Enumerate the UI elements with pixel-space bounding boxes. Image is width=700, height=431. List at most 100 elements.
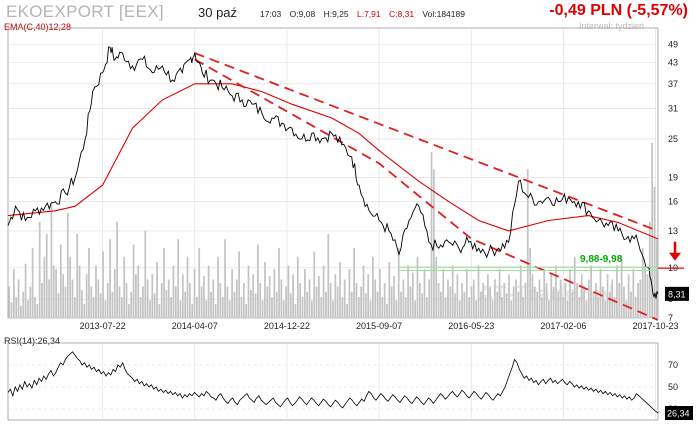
volume-bar [181, 274, 184, 318]
volume-bar [536, 291, 539, 318]
volume-bar [423, 269, 426, 318]
volume-bar [620, 256, 623, 318]
volume-bar [613, 297, 616, 318]
volume-bar [120, 297, 123, 318]
grid-layer: 781013161925313743492013-07-222014-04-07… [7, 27, 679, 421]
volume-bar [606, 274, 609, 318]
volume-bar [186, 256, 189, 318]
volume-bar [555, 265, 557, 318]
volume-bar [447, 279, 449, 318]
interval-label: Interwał: tydzień [578, 21, 644, 31]
volume-bar [282, 300, 285, 318]
volume-bar [78, 265, 81, 318]
volume-bar [409, 286, 412, 318]
volume-bar [167, 279, 170, 318]
volume-bar [632, 269, 635, 318]
volume-bar [92, 297, 95, 318]
volume-bar [350, 291, 353, 318]
volume-bar [221, 297, 224, 318]
volume-bar [257, 244, 259, 318]
ema-legend-label: EMA(C,40)12,28 [4, 22, 72, 32]
volume-bar [540, 297, 543, 318]
volume-bar [278, 248, 280, 318]
volume-bar [99, 293, 102, 318]
volume-bar [294, 304, 297, 318]
volume-bar [404, 297, 407, 318]
rsi-legend-label: RSI(14):26,34 [4, 336, 61, 346]
volume-bar [491, 300, 494, 318]
volume-bar [341, 297, 344, 318]
volume-bar [634, 297, 637, 318]
volume-bar [130, 291, 133, 318]
volume-bar [585, 300, 588, 318]
volume-bar [271, 297, 273, 318]
volume-bar [69, 256, 72, 318]
volume-bar [428, 279, 431, 318]
volume-bar [45, 234, 48, 318]
volume-bar [240, 297, 243, 318]
volume-bar [205, 300, 208, 318]
volume-bar [174, 286, 177, 318]
volume-bar [526, 169, 529, 318]
volume-bar [273, 269, 276, 318]
volume-bar [184, 291, 187, 318]
volume-bar [214, 304, 217, 318]
volume-bar [336, 286, 339, 318]
volume-bar [472, 279, 475, 318]
volume-bar [153, 293, 156, 318]
volume-bar [637, 283, 639, 318]
rsi-y-tick-label: 50 [668, 382, 678, 392]
volume-bar [531, 274, 534, 318]
resistance-trendline [194, 52, 659, 232]
price-y-tick-label: 37 [668, 79, 678, 89]
volume-bar [160, 283, 163, 318]
volume-bar [318, 276, 320, 318]
volume-bar [627, 274, 630, 318]
rsi-current-box [665, 406, 693, 421]
down-arrow-icon [669, 252, 681, 261]
volume-bar [386, 304, 388, 318]
volume-bar [280, 279, 283, 318]
volume-bar [623, 286, 625, 318]
volume-bar [425, 297, 428, 318]
volume-bar [193, 269, 196, 318]
volume-bar [125, 283, 128, 318]
volume-bar [411, 272, 414, 318]
volume-bar [494, 279, 496, 318]
volume-bar [172, 265, 175, 318]
volume-bar [228, 300, 231, 318]
volume-bar [503, 283, 506, 318]
volume-bar [252, 274, 255, 318]
volume-bar [20, 305, 22, 318]
volume-bar [545, 283, 548, 318]
volume-bar [71, 279, 74, 318]
rsi-layer: 30507026,34 [7, 351, 693, 421]
volume-bar [416, 256, 419, 318]
volume-bar [496, 291, 499, 318]
volume-bar [332, 300, 334, 318]
volume-bar [566, 300, 569, 318]
x-tick-label: 2016-05-23 [448, 321, 494, 331]
volume-bar [611, 279, 614, 318]
volume-bar [118, 286, 121, 318]
volume-bar [383, 283, 386, 318]
volume-bar [247, 265, 250, 318]
volume-bar [163, 248, 165, 318]
volume-bar [414, 300, 417, 318]
volume-bar [639, 279, 642, 318]
volume-bar [149, 300, 151, 318]
volume-bar [268, 276, 271, 318]
volume-bar [88, 248, 90, 318]
quote-time: 17:03 [260, 9, 282, 19]
volume-bar [177, 239, 179, 318]
volume-bar [325, 291, 327, 318]
volume-bar [266, 286, 269, 318]
volume-bar [372, 256, 374, 318]
volume-bar [369, 300, 372, 318]
volume-bar [24, 263, 27, 318]
volume-bar [468, 297, 470, 318]
volume-bar [111, 291, 114, 318]
rsi-current-label: 26,34 [667, 409, 690, 419]
volume-bar [604, 300, 607, 318]
